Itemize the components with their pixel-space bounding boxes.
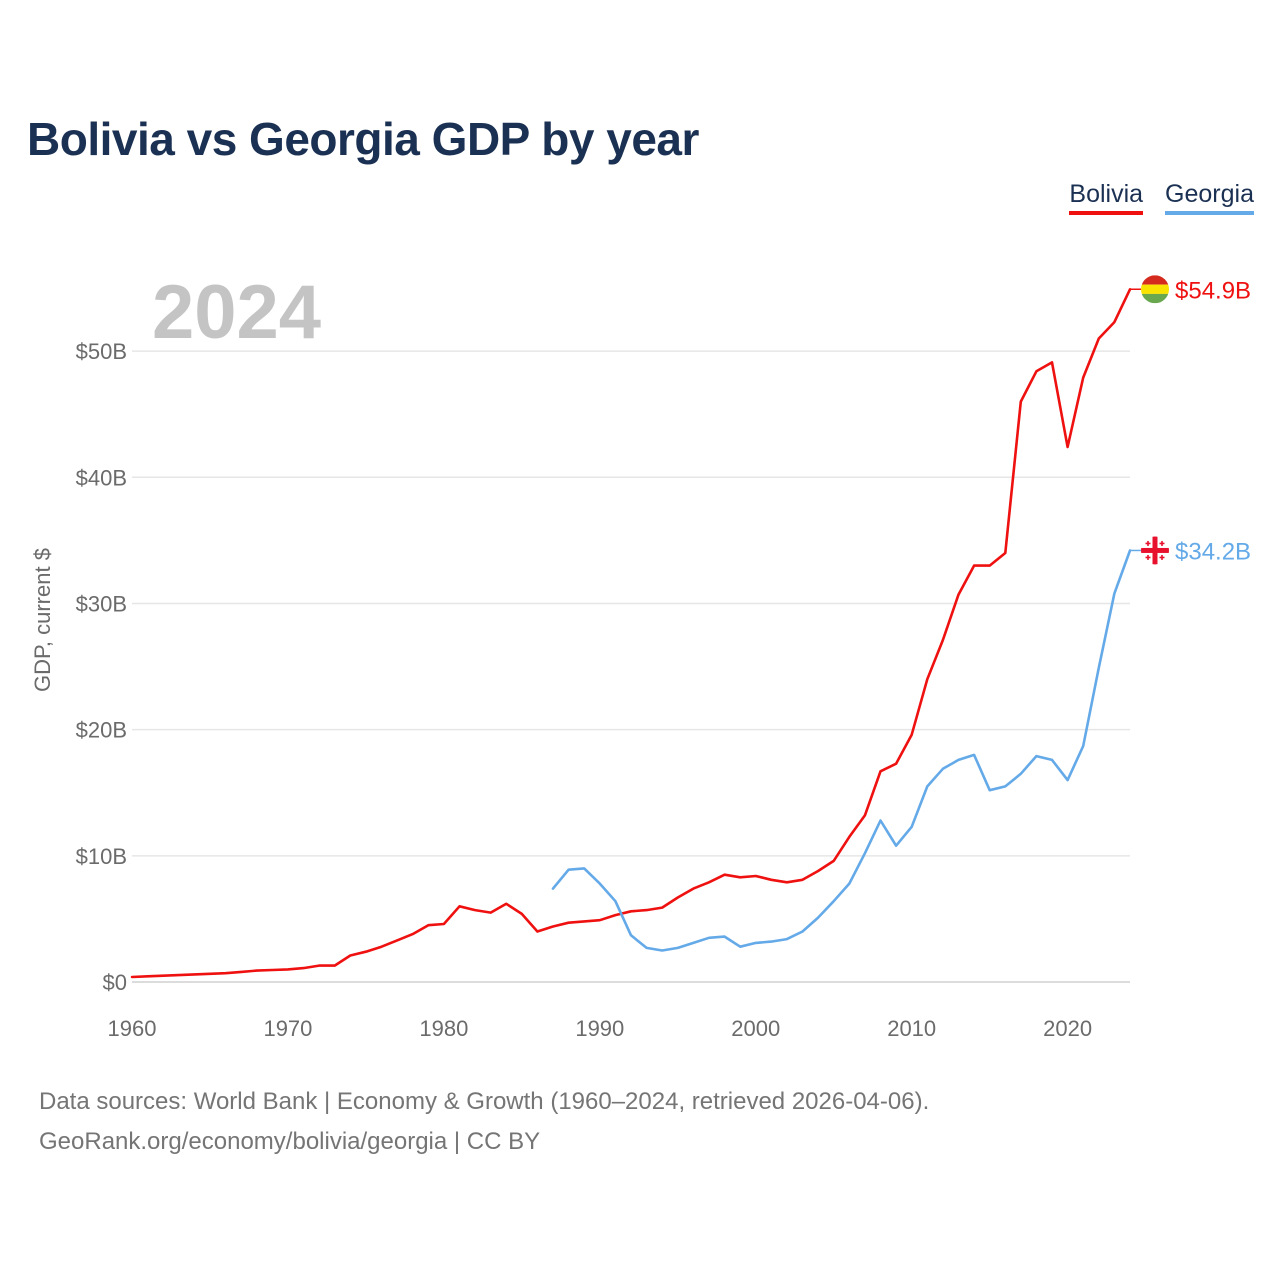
y-gridlines (132, 350, 1130, 983)
series-line-georgia (551, 549, 1132, 952)
source-line: Data sources: World Bank | Economy & Gro… (39, 1088, 930, 1115)
y-axis-label: GDP, current $ (30, 548, 55, 692)
legend: Bolivia Georgia (1069, 180, 1254, 215)
x-tick-label: 2010 (887, 1016, 936, 1041)
source-note: Data sources: World Bank | Economy & Gro… (39, 1082, 929, 1162)
flag-small-cross (1147, 540, 1149, 546)
x-tick-label: 1960 (108, 1016, 157, 1041)
bolivia-flag-icon (1141, 275, 1169, 304)
y-tick-label: $30B (76, 591, 127, 616)
y-axis-ticks: $0 $10B $20B $30B $40B $50B (76, 339, 127, 995)
series-line-bolivia (130, 287, 1132, 979)
source-link[interactable]: GeoRank.org/economy/bolivia/georgia | CC… (39, 1128, 541, 1155)
y-tick-label: $20B (76, 718, 127, 743)
end-value-label: $34.2B (1175, 538, 1251, 565)
year-watermark: 2024 (152, 270, 321, 355)
legend-item-georgia[interactable]: Georgia (1165, 180, 1254, 215)
x-tick-label: 1990 (575, 1016, 624, 1041)
flag-small-cross (1161, 540, 1163, 546)
flag-cross-h (1141, 547, 1169, 553)
end-value-label: $54.9B (1175, 277, 1251, 304)
x-axis-ticks: 1960 1970 1980 1990 2000 2010 2020 (108, 1016, 1093, 1041)
x-tick-label: 1970 (263, 1016, 312, 1041)
end-flags: $54.9B $34.2B (1141, 275, 1251, 565)
y-tick-label: $0 (103, 970, 127, 995)
series-lines (130, 287, 1141, 979)
y-tick-label: $50B (76, 339, 127, 364)
flag-body (1141, 536, 1169, 565)
flag-small-cross (1161, 554, 1163, 560)
flag-stripe-yellow (1141, 284, 1169, 294)
chart-title: Bolivia vs Georgia GDP by year (27, 113, 699, 165)
flag-stripes (1141, 275, 1169, 304)
flag-stripe-green (1141, 293, 1169, 304)
y-tick-label: $10B (76, 844, 127, 869)
flag-stripe-red (1141, 275, 1169, 285)
flag-small-cross (1147, 554, 1149, 560)
x-tick-label: 1980 (419, 1016, 468, 1041)
georgia-flag-icon (1141, 536, 1169, 565)
x-tick-label: 2000 (731, 1016, 780, 1041)
y-tick-label: $40B (76, 465, 127, 490)
x-tick-label: 2020 (1043, 1016, 1092, 1041)
legend-item-bolivia[interactable]: Bolivia (1069, 180, 1144, 215)
